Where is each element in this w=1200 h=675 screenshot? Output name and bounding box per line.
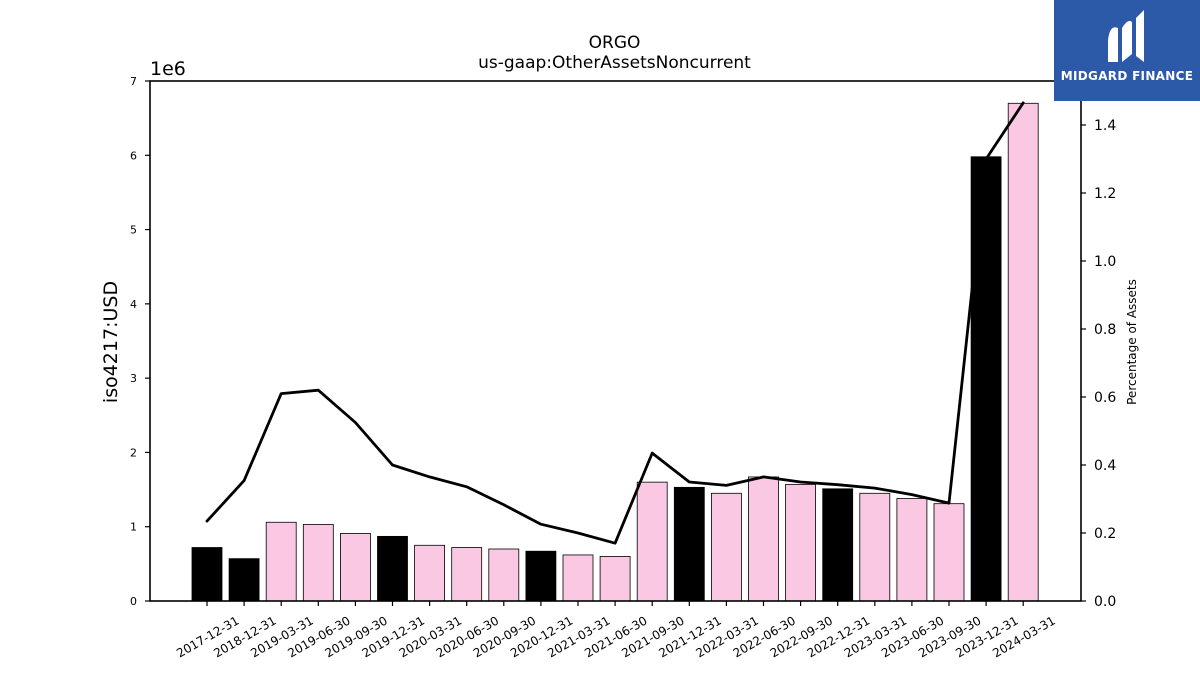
bar-2020-06-30 <box>451 547 483 602</box>
midgard-logo-icon <box>1108 10 1144 62</box>
bar-2021-06-30 <box>599 556 631 602</box>
y2-tick-label: 0.0 <box>1094 594 1116 610</box>
bar-2023-12-31 <box>970 156 1002 602</box>
bar-2020-09-30 <box>488 548 520 602</box>
bar-2023-09-30 <box>933 503 965 602</box>
bar-2019-06-30 <box>302 524 334 602</box>
y-tick-label: 1 <box>130 521 137 534</box>
percentage-line <box>205 101 1025 545</box>
bar-2018-12-31 <box>228 558 260 602</box>
chart-title: ORGO <box>589 33 641 53</box>
y2-tick-label: 0.6 <box>1094 390 1116 406</box>
bar-2020-03-31 <box>414 544 446 602</box>
y2-tick-label: 1.2 <box>1094 186 1116 202</box>
bar-2021-03-31 <box>562 554 594 602</box>
bar-2022-12-31 <box>822 488 854 602</box>
y2-tick-label: 1.4 <box>1094 118 1116 134</box>
logo-text: MIDGARD FINANCE <box>1060 69 1194 83</box>
y2-tick-label: 0.2 <box>1094 526 1116 542</box>
bar-2019-09-30 <box>339 533 371 602</box>
bar-2017-12-31 <box>191 547 223 602</box>
bar-2022-06-30 <box>748 476 779 602</box>
bar-2024-03-31 <box>1007 102 1039 602</box>
bar-2020-12-31 <box>525 550 557 602</box>
y-tick-label: 6 <box>130 149 137 162</box>
bar-2022-03-31 <box>711 492 742 602</box>
y-tick-label: 2 <box>130 446 137 459</box>
y-tick-label: 5 <box>130 224 137 237</box>
y-axis-label: iso4217:USD <box>100 281 122 403</box>
bar-2021-09-30 <box>636 481 668 602</box>
y2-tick-label: 1.0 <box>1094 254 1116 270</box>
bar-2021-12-31 <box>673 486 705 602</box>
y-tick-label: 4 <box>130 298 137 311</box>
y-tick-label: 0 <box>130 595 137 608</box>
bar-2023-06-30 <box>896 498 928 602</box>
y2-axis-label: Percentage of Assets <box>1125 279 1139 405</box>
bar-2023-03-31 <box>859 492 891 602</box>
bar-2022-09-30 <box>785 483 816 602</box>
y-offset-label: 1e6 <box>150 58 186 80</box>
y2-tick-label: 0.8 <box>1094 322 1116 338</box>
y-tick-label: 7 <box>130 75 137 88</box>
y-tick-label: 3 <box>130 372 137 385</box>
y2-tick-label: 0.4 <box>1094 458 1116 474</box>
chart-subtitle: us-gaap:OtherAssetsNoncurrent <box>478 53 751 73</box>
bar-2019-03-31 <box>265 521 297 602</box>
brand-logo: MIDGARD FINANCE <box>1054 0 1200 101</box>
bar-2019-12-31 <box>377 535 408 602</box>
